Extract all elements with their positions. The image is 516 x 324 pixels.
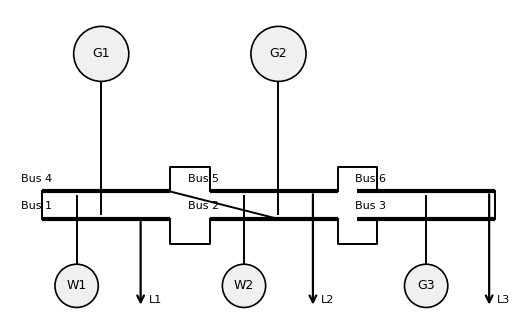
Text: G2: G2 bbox=[270, 47, 287, 60]
Circle shape bbox=[251, 26, 306, 81]
Text: Bus 5: Bus 5 bbox=[188, 174, 219, 184]
Text: L2: L2 bbox=[321, 295, 334, 305]
Text: Bus 1: Bus 1 bbox=[21, 201, 52, 211]
Text: Bus 4: Bus 4 bbox=[21, 174, 52, 184]
Text: W1: W1 bbox=[67, 279, 87, 292]
Text: Bus 3: Bus 3 bbox=[355, 201, 386, 211]
Text: L1: L1 bbox=[149, 295, 162, 305]
Text: L3: L3 bbox=[497, 295, 510, 305]
Circle shape bbox=[74, 26, 129, 81]
Circle shape bbox=[405, 264, 448, 307]
Circle shape bbox=[55, 264, 98, 307]
Text: G1: G1 bbox=[92, 47, 110, 60]
Text: W2: W2 bbox=[234, 279, 254, 292]
Text: G3: G3 bbox=[417, 279, 435, 292]
Text: Bus 6: Bus 6 bbox=[355, 174, 386, 184]
Text: Bus 2: Bus 2 bbox=[188, 201, 219, 211]
Circle shape bbox=[222, 264, 266, 307]
